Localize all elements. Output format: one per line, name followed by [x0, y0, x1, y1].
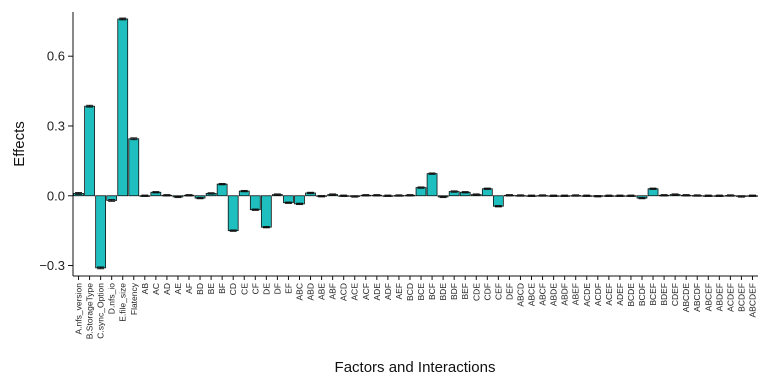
x-tick-label: C.sync_Option: [96, 283, 106, 339]
x-tick-label: BCE: [416, 283, 426, 301]
x-tick-label: CE: [239, 283, 249, 295]
x-tick-label: E.file_size: [118, 283, 128, 322]
x-tick-label: ABDE: [549, 283, 559, 306]
x-tick-label: BD: [195, 283, 205, 295]
x-tick-label: DE: [261, 283, 271, 295]
x-tick-label: AE: [173, 283, 183, 295]
x-tick-label: AD: [162, 283, 172, 295]
x-axis-title: Factors and Interactions: [335, 359, 496, 376]
x-tick-label: DEF: [504, 283, 514, 300]
x-tick-label: ACD: [339, 283, 349, 301]
bar: [426, 173, 438, 197]
x-tick-label: AC: [151, 283, 161, 295]
x-tick-label: ACF: [361, 283, 371, 300]
y-tick-label: 0.3: [47, 118, 65, 133]
x-tick-label: ABCDF: [692, 283, 702, 312]
x-tick-label: BCF: [427, 283, 437, 300]
bar: [249, 195, 261, 211]
x-tick-label: CD: [228, 283, 238, 295]
y-tick-label: 0.0: [47, 188, 65, 203]
x-tick-label: AEF: [394, 283, 404, 300]
x-tick-label: BDF: [449, 283, 459, 300]
x-tick-label: ACDE: [582, 283, 592, 307]
x-tick-label: AF: [184, 283, 194, 294]
x-tick-label: CF: [250, 283, 260, 294]
y-axis: −0.3 0.0 0.3 0.6: [39, 12, 74, 276]
x-tick-label: ABCEF: [703, 283, 713, 311]
x-tick-label: BCD: [405, 283, 415, 301]
x-tick-label: ABCF: [538, 283, 548, 306]
x-tick-label: BCDEF: [736, 283, 746, 312]
x-tick-label: CDF: [482, 283, 492, 300]
x-tick-label: EF: [283, 283, 293, 294]
x-tick-label: ABCD: [515, 283, 525, 307]
bar-series: [73, 17, 758, 270]
x-tick-label: BCDF: [637, 283, 647, 306]
x-tick-label: ABEF: [571, 283, 581, 305]
bar: [492, 195, 504, 207]
x-tick-label: AB: [140, 283, 150, 295]
x-tick-label: BCEF: [648, 283, 658, 306]
x-tick-label: ABDEF: [714, 283, 724, 311]
bar: [227, 195, 239, 232]
y-tick-label: 0.6: [47, 49, 65, 64]
bar: [216, 183, 228, 197]
category-labels: A.nfs_version B.StorageType C.sync_Option D…: [74, 276, 757, 340]
x-tick-label: ACEF: [604, 283, 614, 306]
bar: [128, 138, 140, 197]
x-tick-label: ABCDEF: [747, 283, 757, 317]
y-axis-title: Effects: [11, 121, 28, 167]
x-tick-label: CDEF: [670, 283, 680, 306]
x-tick-label: ACDF: [593, 283, 603, 306]
x-tick-label: ABD: [306, 283, 316, 300]
x-tick-label: BE: [206, 283, 216, 295]
bar: [415, 187, 427, 197]
bar: [260, 195, 272, 228]
x-tick-label: BDE: [438, 283, 448, 301]
bar: [117, 18, 129, 197]
x-tick-label: ADEF: [615, 283, 625, 306]
x-tick-label: BCDE: [626, 283, 636, 307]
x-tick-label: ACDEF: [725, 283, 735, 312]
x-tick-label: CEF: [493, 283, 503, 300]
x-tick-label: DF: [272, 283, 282, 294]
bar: [294, 195, 305, 205]
x-tick-label: ABDF: [560, 283, 570, 306]
x-tick-label: ABCDE: [681, 283, 691, 313]
x-tick-label: ABF: [328, 283, 338, 300]
x-tick-label: BDEF: [659, 283, 669, 306]
x-tick-label: ABC: [294, 283, 304, 300]
x-tick-label: ABCE: [527, 283, 537, 306]
x-tick-label: B.StorageType: [85, 283, 95, 340]
x-tick-label: ABE: [317, 283, 327, 300]
x-tick-label: BEF: [460, 283, 470, 300]
x-tick-label: ACE: [350, 283, 360, 301]
x-tick-label: ADE: [372, 283, 382, 301]
x-tick-label: D.nfs_io: [107, 283, 117, 314]
x-tick-label: Flatency: [129, 282, 139, 315]
x-tick-label: CDE: [471, 283, 481, 301]
x-tick-label: A.nfs_version: [74, 283, 84, 335]
y-tick-label: −0.3: [39, 258, 65, 273]
x-tick-label: BF: [217, 283, 227, 294]
x-tick-label: ADF: [383, 283, 393, 300]
bar: [84, 105, 95, 197]
bar: [95, 195, 106, 269]
